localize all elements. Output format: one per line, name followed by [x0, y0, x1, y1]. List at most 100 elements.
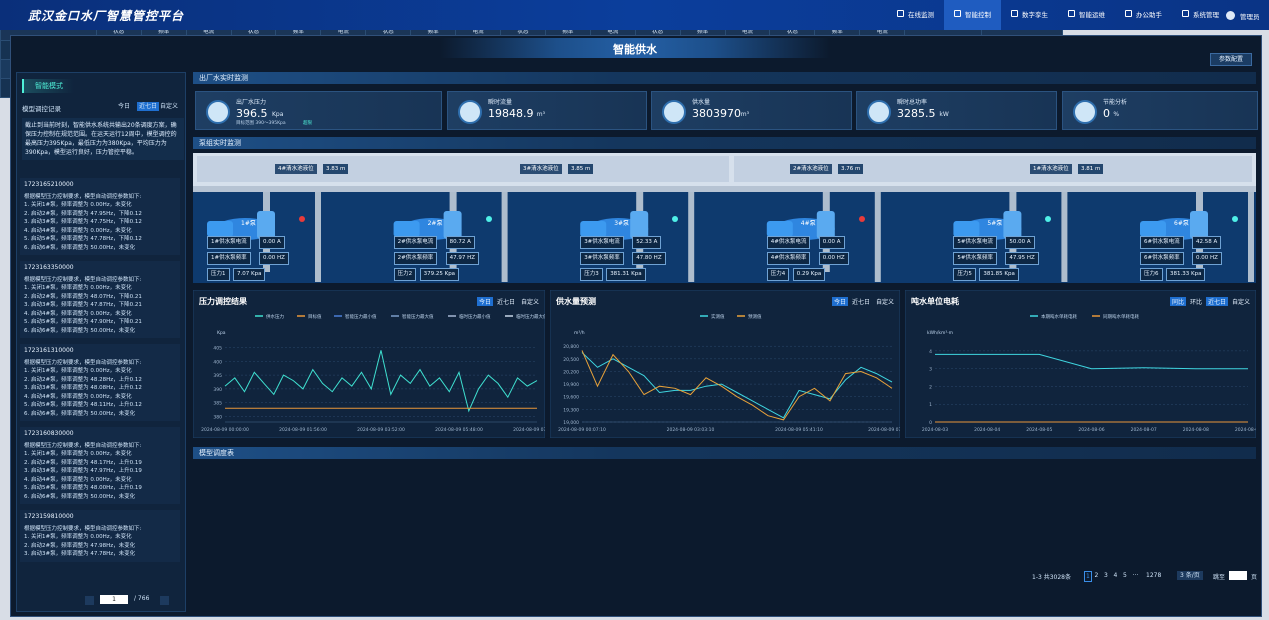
page-size[interactable]: 3 条/页: [1177, 571, 1203, 580]
pump-info-value: 0.00 A: [818, 236, 845, 249]
pump-motor: [1140, 221, 1166, 237]
page-button[interactable]: 1: [1084, 571, 1092, 582]
pump-info-value: 52.33 A: [632, 236, 662, 249]
x-tick-label: 2024-08-09 07:44:00: [513, 427, 545, 433]
record-line: 3. 启动3#泵，频率调整为 47.97Hz，上升0.19: [24, 468, 142, 474]
nav-icon: [1068, 10, 1075, 17]
nav-item[interactable]: 系统管理: [1172, 0, 1229, 30]
range-tab[interactable]: 近七日: [1208, 298, 1226, 306]
range-tab[interactable]: 自定义: [521, 298, 539, 306]
kpi-unit: m³: [536, 111, 546, 118]
pump-name: 2#泵: [427, 220, 443, 227]
page-input[interactable]: 1: [100, 595, 128, 604]
x-tick-label: 2024-08-09 05:48:00: [435, 427, 483, 433]
y-tick-label: 385: [213, 401, 222, 407]
kpi-unit: Kpa: [272, 111, 284, 118]
page-summary: 1-3 共3028条: [1032, 574, 1071, 581]
x-tick-label: 2024-08-07: [1131, 427, 1157, 433]
y-tick-label: 390: [213, 387, 222, 393]
legend-label: 同期吨水单耗电耗: [1103, 313, 1139, 320]
page-button[interactable]: 3: [1104, 572, 1108, 579]
record: 1723159810000 根据模型压力控制要求，模型自动调控参数如下: 1. 关闭…: [20, 510, 180, 562]
nav-item[interactable]: 智能运维: [1058, 0, 1115, 30]
pump-info-label: 4#供水泵频率: [766, 252, 811, 265]
tank-label: 2#清水池液位: [790, 164, 832, 174]
series-line: [581, 350, 893, 421]
kpi-card: 供水量 3803970 m³: [651, 91, 852, 130]
range-tab[interactable]: 近七日: [137, 102, 160, 111]
legend-label: 智能压力最大值: [402, 313, 434, 320]
pump-info-value: 379.25 Kpa: [419, 268, 460, 281]
config-button[interactable]: 参数配置: [1210, 53, 1252, 66]
page-title: 智能供水: [613, 43, 657, 56]
pump-name: 1#泵: [241, 220, 256, 227]
riser: [688, 192, 695, 282]
page-button[interactable]: 1278: [1146, 572, 1162, 579]
legend-label: 本期吨水单耗电耗: [1041, 313, 1077, 320]
nav-label: 系统管理: [1193, 11, 1219, 19]
kpi-value: 3803970: [692, 107, 741, 120]
chart-bg: [193, 290, 545, 438]
range-tab[interactable]: 近七日: [497, 298, 515, 306]
y-tick-label: 400: [213, 359, 222, 365]
range-tab[interactable]: 今日: [479, 298, 491, 306]
record-line: 6. 启动6#泵，频率调整为 50.00Hz，未变化: [24, 493, 136, 500]
nav-label: 在线监测: [908, 11, 934, 19]
pump-info-label: 6#供水泵频率: [1140, 252, 1184, 265]
section-title: 泵组实时监测: [193, 137, 1256, 149]
range-tab[interactable]: 近七日: [852, 298, 870, 306]
legend-label: 预测值: [748, 313, 762, 320]
kpi-label: 瞬时总功率: [897, 99, 928, 106]
section-title: 模型调度表: [193, 447, 1256, 459]
range-tab[interactable]: 同比: [1172, 298, 1184, 306]
pump-info-label: 压力1: [207, 268, 230, 281]
x-tick-label: 2024-08-06: [1078, 427, 1104, 433]
user-name: 管理员: [1240, 13, 1260, 21]
nav-item[interactable]: 办公助手: [1115, 0, 1172, 30]
pump-motor: [953, 221, 980, 237]
range-tab[interactable]: 自定义: [876, 298, 894, 306]
record-id: 1723165210000: [24, 181, 74, 188]
next-page[interactable]: [160, 596, 169, 605]
y-tick-label: 395: [213, 373, 222, 379]
nav-item[interactable]: 智能控制: [944, 0, 1001, 30]
range-tab[interactable]: 环比: [1190, 298, 1202, 306]
pump-status: [1045, 216, 1052, 222]
page-button[interactable]: 4: [1113, 572, 1118, 579]
record-line: 5. 启动5#泵，频率调整为 47.78Hz，下降0.12: [24, 236, 142, 242]
riser: [501, 192, 508, 282]
pump-status: [672, 216, 679, 222]
kpi-icon: [867, 100, 891, 124]
record-line: 6. 启动6#泵，频率调整为 50.00Hz，未变化: [24, 327, 136, 334]
y-axis-label: Kpa: [217, 330, 226, 336]
nav-item[interactable]: 在线监测: [887, 0, 944, 30]
kpi-card: 瞬时总功率 3285.5 kW: [856, 91, 1057, 130]
record-line: 2. 启动2#泵，频率调整为 48.28Hz，上升0.12: [24, 376, 142, 383]
prev-page[interactable]: [85, 596, 94, 605]
range-tab[interactable]: 今日: [834, 298, 846, 306]
legend-label: 供水压力: [266, 313, 284, 320]
x-tick-label: 2024-08-09 03:52:00: [357, 427, 405, 433]
chart-title: 吨水单位电耗: [911, 296, 959, 306]
record-line: 1. 关闭1#泵，频率调整为 0.00Hz，未变化: [24, 451, 132, 457]
jump-input[interactable]: [1229, 571, 1247, 580]
series-line: [935, 353, 1248, 370]
page-button[interactable]: 5: [1123, 572, 1127, 579]
y-tick-label: 1: [929, 402, 932, 408]
range-tab[interactable]: 自定义: [160, 103, 179, 110]
range-tab[interactable]: 自定义: [1232, 298, 1250, 306]
page-button[interactable]: ···: [1132, 572, 1139, 579]
nav-item[interactable]: 数字孪生: [1001, 0, 1058, 30]
nav: 在线监测 智能控制 数字孪生 智能运维 办公助手 系统管理: [887, 0, 1229, 30]
record-line: 5. 启动5#泵，频率调整为 48.00Hz，上升0.19: [24, 485, 142, 491]
y-axis-label: kWh/km³·m: [927, 330, 953, 336]
x-tick-label: 2024-08-09: [1235, 427, 1256, 433]
kpi-unit: m³: [740, 111, 750, 118]
range-tab[interactable]: 今日: [118, 103, 131, 110]
page-button[interactable]: 2: [1094, 572, 1099, 579]
pump-info-value: 381.85 Kpa: [979, 268, 1019, 281]
kpi-card: 瞬时流量 19848.9 m³: [447, 91, 647, 130]
